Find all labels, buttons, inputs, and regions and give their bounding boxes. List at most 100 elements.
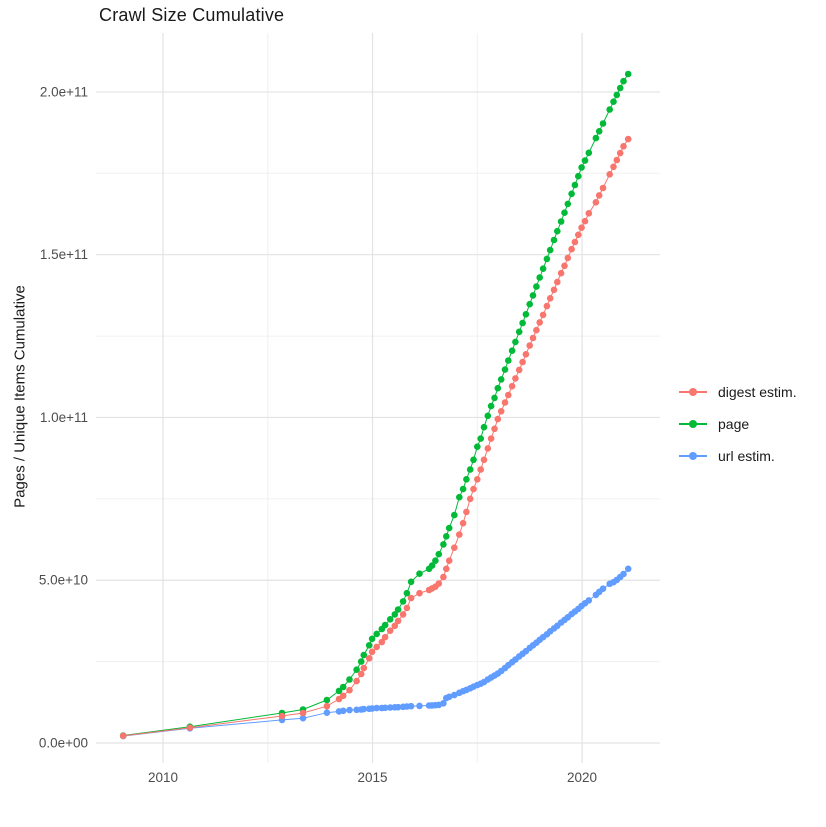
data-point-page [368,635,376,643]
data-point-digest-estim [508,382,516,390]
data-point-digest-estim [445,557,453,564]
data-point-digest-estim [365,655,373,662]
data-point-page [445,524,453,532]
data-point-url-estim [407,702,415,710]
data-point-page [512,338,519,346]
y-tick-label: 1.5e+11 [40,247,88,262]
data-point-page [432,557,439,564]
data-point-page [440,541,447,548]
data-point-page [477,435,485,442]
data-point-page [561,209,568,216]
data-point-digest-estim [491,425,498,433]
data-point-digest-estim [299,709,307,717]
data-point-digest-estim [278,712,286,720]
data-point-digest-estim [456,531,463,538]
data-point-page [519,319,526,327]
data-point-digest-estim [474,476,481,483]
data-point-page [550,236,558,244]
data-point-digest-estim [484,445,492,452]
legend-label: page [718,415,750,432]
data-point-page [459,485,467,493]
data-point-page [546,246,554,254]
series-url-estim [119,565,632,740]
data-point-digest-estim [443,565,450,573]
data-point-digest-estim [536,319,543,326]
data-point-digest-estim [616,149,624,157]
y-tick-label: 5.0e+10 [39,573,88,588]
data-point-page [571,181,579,189]
legend: digest estim. page url estim. [679,381,797,466]
y-axis-tick-labels: 0.0e+00 5.0e+10 1.0e+11 1.5e+11 2.0e+11 [39,84,88,750]
data-point-digest-estim [360,664,368,672]
data-point-digest-estim [435,580,443,587]
data-point-page [360,651,368,659]
data-point-page [487,402,495,410]
data-point-url-estim [624,565,632,573]
data-point-digest-estim [546,295,554,302]
data-point-page [443,533,450,540]
data-point-digest-estim [578,224,585,231]
data-point-page [522,311,530,318]
data-point-digest-estim [466,495,474,503]
legend-item-url-estim: url estim. [679,445,797,466]
data-point-page [428,562,436,569]
data-point-page [501,366,509,373]
data-point-page [508,347,516,355]
data-point-url-estim [299,714,307,722]
data-point-digest-estim [463,508,470,516]
data-point-url-estim [360,705,368,713]
data-point-url-estim [394,703,402,711]
data-point-digest-estim [339,692,347,700]
y-axis-title: Pages / Unique Items Cumulative [11,285,29,508]
x-tick-label: 2015 [358,770,388,785]
data-point-url-estim [381,704,389,712]
data-point-page [484,412,492,420]
data-point-url-estim [451,691,458,699]
data-point-digest-estim [564,254,572,262]
data-point-page [466,466,474,473]
data-point-page [456,493,463,501]
legend-item-page: page [679,413,797,434]
data-point-digest-estim [539,311,547,319]
data-point-digest-estim [515,366,523,374]
data-point-digest-estim [554,278,561,286]
legend-item-digest-estim: digest estim. [679,381,797,402]
data-point-page [480,423,488,431]
data-point-digest-estim [186,724,194,731]
data-point-digest-estim [519,358,526,366]
data-point-digest-estim [368,648,376,656]
data-point-digest-estim [575,231,582,239]
data-point-digest-estim [599,184,607,192]
data-point-page [610,98,617,105]
data-point-digest-estim [378,638,386,646]
data-point-digest-estim [394,617,402,625]
data-point-page [606,106,613,113]
data-point-digest-estim [407,594,415,602]
data-point-page [381,621,389,629]
data-point-digest-estim [505,391,512,399]
y-tick-label: 1.0e+11 [40,410,88,425]
data-point-digest-estim [624,135,632,143]
data-point-page [581,157,589,164]
data-point-digest-estim [568,245,575,253]
data-point-page [335,687,343,695]
legend-key-icon [679,385,707,399]
data-point-digest-estim [522,351,530,358]
data-point-digest-estim [581,217,589,225]
data-point-page [599,120,607,127]
data-point-page [403,589,411,597]
data-point-url-estim [599,585,607,592]
data-point-page [346,676,353,683]
data-point-page [613,91,621,99]
legend-key-icon [679,417,707,431]
x-axis-tick-labels: 2010 2015 2020 [148,770,597,785]
data-point-digest-estim [323,702,331,710]
data-point-page [323,696,331,704]
data-point-page [451,511,458,519]
data-point-digest-estim [512,375,519,382]
y-tick-label: 0.0e+00 [39,735,88,750]
data-point-page [373,630,381,638]
data-point-page [575,172,582,180]
data-point-page [497,376,505,383]
